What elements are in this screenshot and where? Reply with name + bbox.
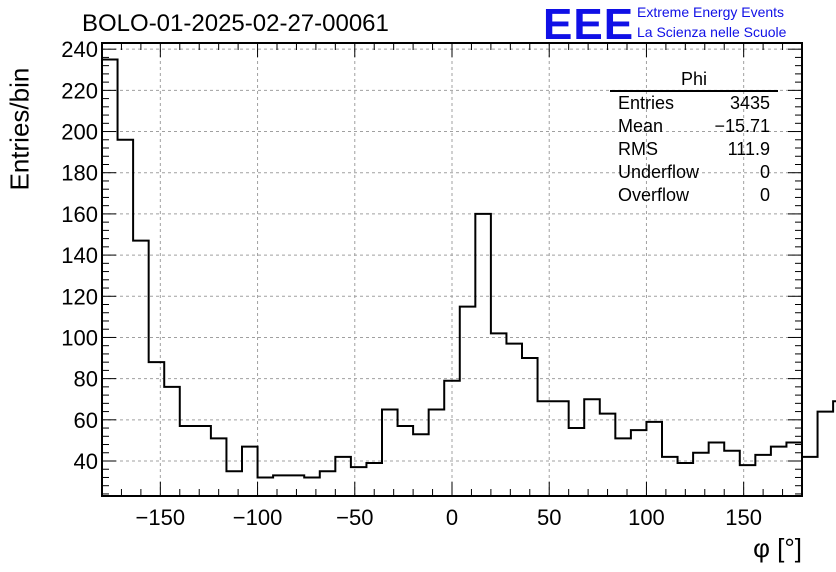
stats-value: 0: [759, 185, 770, 205]
y-tick-label: 180: [61, 161, 98, 186]
histogram-bin: [740, 465, 756, 496]
x-tick-label: 50: [537, 505, 561, 530]
y-tick-label: 40: [74, 449, 98, 474]
stats-value: 0: [759, 162, 770, 182]
stats-title: Phi: [610, 68, 778, 92]
histogram-bin: [818, 412, 834, 496]
histogram-bin: [242, 447, 258, 496]
y-tick-label: 80: [74, 367, 98, 392]
axis-ticks: [101, 43, 803, 496]
y-axis-label: Entries/bin: [4, 67, 35, 191]
histogram-bin: [335, 457, 351, 496]
eee-logo: EEE: [543, 0, 635, 49]
histogram-bin: [429, 410, 445, 496]
histogram-bin: [724, 451, 740, 496]
stats-value: 3435: [729, 93, 770, 113]
x-tick-label: 150: [725, 505, 762, 530]
histogram-bin: [569, 428, 585, 496]
logo-line-1: Extreme Energy Events: [637, 4, 785, 20]
histogram-bin: [662, 457, 678, 496]
axis-tick-labels: −150 −100 −50 0 50 100 150 40 60 80 100 120 140 160 18…: [61, 37, 762, 530]
y-tick-label: 60: [74, 408, 98, 433]
x-tick-label: −150: [136, 505, 186, 530]
histogram-bin: [771, 447, 787, 496]
histogram-bin: [553, 401, 569, 496]
histogram-bin: [709, 442, 725, 496]
stats-row-rms: RMS 111.9: [610, 138, 778, 161]
x-axis-label: φ [°]: [753, 533, 802, 563]
plot-title: BOLO-01-2025-02-27-00061: [82, 10, 389, 37]
stats-row-underflow: Underflow 0: [610, 161, 778, 184]
y-tick-label: 220: [61, 78, 98, 103]
y-tick-label: 140: [61, 243, 98, 268]
stats-box: Phi Entries 3435 Mean −15.71 RMS 111.9 U…: [610, 68, 778, 207]
histogram-bin: [693, 453, 709, 496]
y-tick-label: 200: [61, 120, 98, 145]
stats-key: Underflow: [618, 162, 700, 182]
histogram-bin: [195, 426, 211, 496]
histogram-bin: [413, 434, 429, 496]
x-tick-label: 100: [628, 505, 665, 530]
histogram-bin: [273, 475, 289, 496]
histogram-bin: [226, 471, 242, 496]
histogram-bin: [149, 362, 165, 496]
histogram-bin: [320, 471, 336, 496]
histogram-bin: [164, 387, 180, 496]
histogram-bin: [600, 414, 616, 496]
histogram-bin: [646, 422, 662, 496]
histogram-bin: [351, 467, 367, 496]
histogram-bin: [460, 307, 476, 496]
stats-key: Overflow: [618, 185, 690, 205]
histogram-bin: [258, 477, 274, 496]
logo-line-2: La Scienza nelle Scuole: [637, 24, 787, 40]
histogram-bin: [102, 59, 118, 496]
histogram-bin: [615, 438, 631, 496]
histogram-bin: [802, 457, 818, 496]
stats-row-mean: Mean −15.71: [610, 115, 778, 138]
histogram-bars: [101, 58, 836, 496]
stats-row-overflow: Overflow 0: [610, 184, 778, 207]
histogram-bin: [538, 401, 554, 496]
histogram-bin: [211, 438, 227, 496]
histogram-bin: [475, 214, 491, 496]
y-tick-label: 240: [61, 37, 98, 62]
stats-row-entries: Entries 3435: [610, 92, 778, 115]
histogram-bin: [631, 430, 647, 496]
histogram-bin: [133, 241, 149, 496]
histogram-bin: [382, 410, 398, 496]
histogram-bin: [304, 477, 320, 496]
histogram-outline: [101, 58, 836, 496]
y-tick-label: 160: [61, 202, 98, 227]
y-tick-label: 120: [61, 284, 98, 309]
x-tick-label: 0: [446, 505, 458, 530]
histogram-bin: [118, 140, 134, 496]
stats-key: Mean: [618, 116, 664, 136]
histogram-bin: [584, 399, 600, 496]
histogram-bin: [506, 344, 522, 496]
histogram-bin: [491, 333, 507, 496]
x-tick-label: −50: [336, 505, 373, 530]
stats-value: −15.71: [714, 116, 770, 136]
stats-value: 111.9: [727, 139, 770, 159]
stats-key: Entries: [618, 93, 675, 113]
x-tick-label: −100: [233, 505, 283, 530]
stats-key: RMS: [618, 139, 658, 159]
y-tick-label: 100: [61, 325, 98, 350]
